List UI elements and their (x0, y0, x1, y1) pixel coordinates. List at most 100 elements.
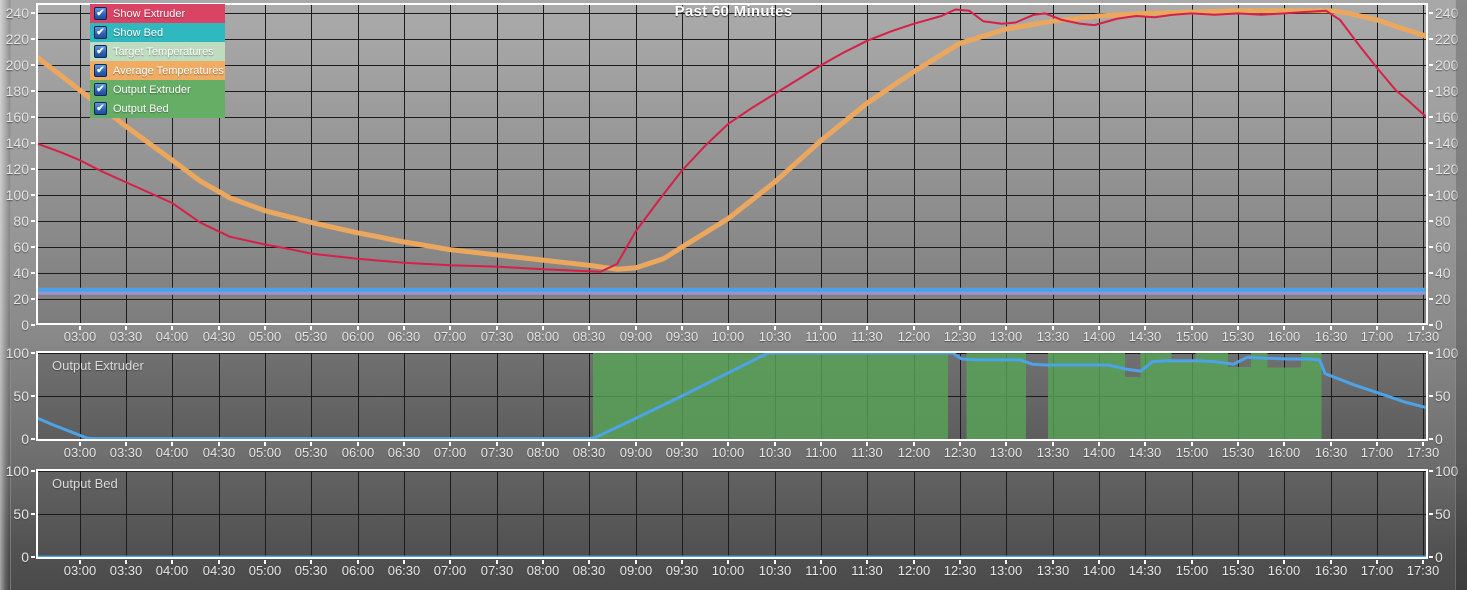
x-axis-tick-label: 11:00 (805, 329, 837, 344)
legend-item-show-extruder[interactable]: ✔ Show Extruder (90, 4, 225, 23)
x-axis-tick-label: 08:00 (526, 329, 560, 344)
x-axis-tick-label: 13:00 (989, 445, 1023, 460)
x-axis-tick-mark (727, 560, 729, 564)
x-axis-tick-mark (1376, 326, 1378, 330)
x-axis-tick-label: 14:30 (1128, 329, 1162, 344)
panel-left-bevel (0, 0, 11, 590)
x-axis-tick-mark (588, 442, 590, 446)
x-axis-tick-label: 12:00 (897, 329, 931, 344)
x-axis-tick-mark (449, 326, 451, 330)
y-axis-tick-mark (1429, 272, 1433, 274)
x-axis-tick-mark (264, 442, 266, 446)
x-axis-tick-label: 15:30 (1221, 563, 1255, 578)
x-axis-tick-mark (866, 326, 868, 330)
x-axis-tick-mark (1330, 560, 1332, 564)
y-axis-tick-mark (31, 513, 35, 515)
x-axis-tick-mark (959, 560, 961, 564)
checkbox-icon[interactable]: ✔ (94, 26, 107, 39)
x-axis-tick-label: 04:30 (202, 563, 236, 578)
y-axis-tick-label: 220 (1435, 31, 1459, 47)
x-axis-tick-label: 14:30 (1128, 563, 1162, 578)
y-axis-tick-mark (31, 324, 35, 326)
output-extruder-label: Output Extruder (52, 358, 144, 373)
legend: ✔ Show Extruder ✔ Show Bed ✔ Target Temperatu… (90, 4, 225, 118)
x-axis-tick-label: 16:30 (1314, 445, 1348, 460)
y-axis-tick-label: 100 (5, 345, 29, 361)
x-axis-tick-mark (820, 326, 822, 330)
y-axis-tick-mark (31, 142, 35, 144)
y-axis-tick-mark (31, 470, 35, 472)
x-axis-tick-mark (542, 560, 544, 564)
legend-item-target-temperatures[interactable]: ✔ Target Temperatures (90, 42, 225, 61)
y-axis-tick-mark (31, 90, 35, 92)
x-axis-tick-label: 11:00 (805, 563, 837, 578)
x-axis-tick-mark (171, 560, 173, 564)
x-axis-tick-label: 06:30 (387, 329, 421, 344)
y-axis-tick-mark (1429, 38, 1433, 40)
x-axis-tick-label: 08:30 (572, 329, 606, 344)
checkbox-icon[interactable]: ✔ (94, 102, 107, 115)
x-axis-tick-mark (125, 442, 127, 446)
x-axis-tick-label: 17:30 (1406, 329, 1440, 344)
x-axis-tick-label: 06:00 (341, 563, 375, 578)
x-axis-tick-label: 10:00 (711, 329, 745, 344)
y-axis-tick-label: 160 (5, 109, 29, 125)
y-axis-tick-label: 200 (5, 57, 29, 73)
x-axis-tick-label: 05:00 (248, 563, 282, 578)
y-axis-tick-label: 200 (1435, 57, 1459, 73)
x-axis-tick-mark (357, 326, 359, 330)
legend-item-label: Show Bed (113, 26, 164, 39)
legend-item-show-bed[interactable]: ✔ Show Bed (90, 23, 225, 42)
x-axis-tick-label: 06:00 (341, 445, 375, 460)
y-axis-tick-label: 100 (1435, 463, 1459, 479)
x-axis-tick-mark (1330, 442, 1332, 446)
checkbox-icon[interactable]: ✔ (94, 83, 107, 96)
x-axis-tick-mark (79, 560, 81, 564)
x-axis-tick-mark (264, 326, 266, 330)
checkbox-icon[interactable]: ✔ (94, 7, 107, 20)
x-axis-tick-mark (774, 442, 776, 446)
checkbox-icon[interactable]: ✔ (94, 45, 107, 58)
legend-item-output-extruder[interactable]: ✔ Output Extruder (90, 80, 225, 99)
y-axis-tick-mark (1429, 470, 1433, 472)
x-axis-tick-mark (1191, 560, 1193, 564)
x-axis-tick-label: 13:30 (1036, 445, 1070, 460)
x-axis-tick-label: 06:30 (387, 445, 421, 460)
x-axis-tick-mark (218, 326, 220, 330)
legend-item-label: Output Bed (113, 102, 169, 115)
x-axis-tick-mark (1005, 326, 1007, 330)
x-axis-tick-label: 14:00 (1082, 563, 1116, 578)
x-axis-tick-mark (496, 560, 498, 564)
x-axis-tick-label: 09:00 (619, 329, 653, 344)
y-axis-tick-label: 0 (21, 431, 29, 447)
x-axis-tick-mark (1376, 560, 1378, 564)
x-axis-tick-label: 17:00 (1360, 563, 1394, 578)
legend-item-average-temperatures[interactable]: ✔ Average Temperatures (90, 61, 225, 80)
x-axis-tick-mark (1098, 442, 1100, 446)
x-axis-tick-mark (1422, 442, 1424, 446)
y-axis-tick-mark (31, 38, 35, 40)
x-axis-tick-mark (774, 326, 776, 330)
y-axis-tick-mark (1429, 168, 1433, 170)
legend-item-label: Target Temperatures (113, 45, 214, 58)
y-axis-tick-label: 140 (5, 135, 29, 151)
y-axis-tick-mark (31, 12, 35, 14)
legend-item-output-bed[interactable]: ✔ Output Bed (90, 99, 225, 118)
y-axis-tick-label: 100 (5, 463, 29, 479)
x-axis-tick-label: 17:00 (1360, 445, 1394, 460)
x-axis-tick-mark (727, 326, 729, 330)
x-axis-tick-mark (1422, 560, 1424, 564)
y-axis-tick-mark (31, 64, 35, 66)
x-axis-tick-label: 15:30 (1221, 329, 1255, 344)
y-axis-tick-label: 40 (1435, 265, 1451, 281)
x-axis-tick-mark (959, 442, 961, 446)
y-axis-tick-label: 50 (1435, 506, 1451, 522)
x-axis-tick-label: 17:30 (1406, 563, 1440, 578)
y-axis-tick-label: 50 (13, 388, 29, 404)
x-axis-tick-mark (681, 326, 683, 330)
x-axis-tick-label: 04:30 (202, 329, 236, 344)
x-axis-tick-label: 12:00 (897, 563, 931, 578)
x-axis-tick-label: 12:30 (943, 329, 977, 344)
x-axis-tick-label: 15:00 (1175, 563, 1209, 578)
checkbox-icon[interactable]: ✔ (94, 64, 107, 77)
